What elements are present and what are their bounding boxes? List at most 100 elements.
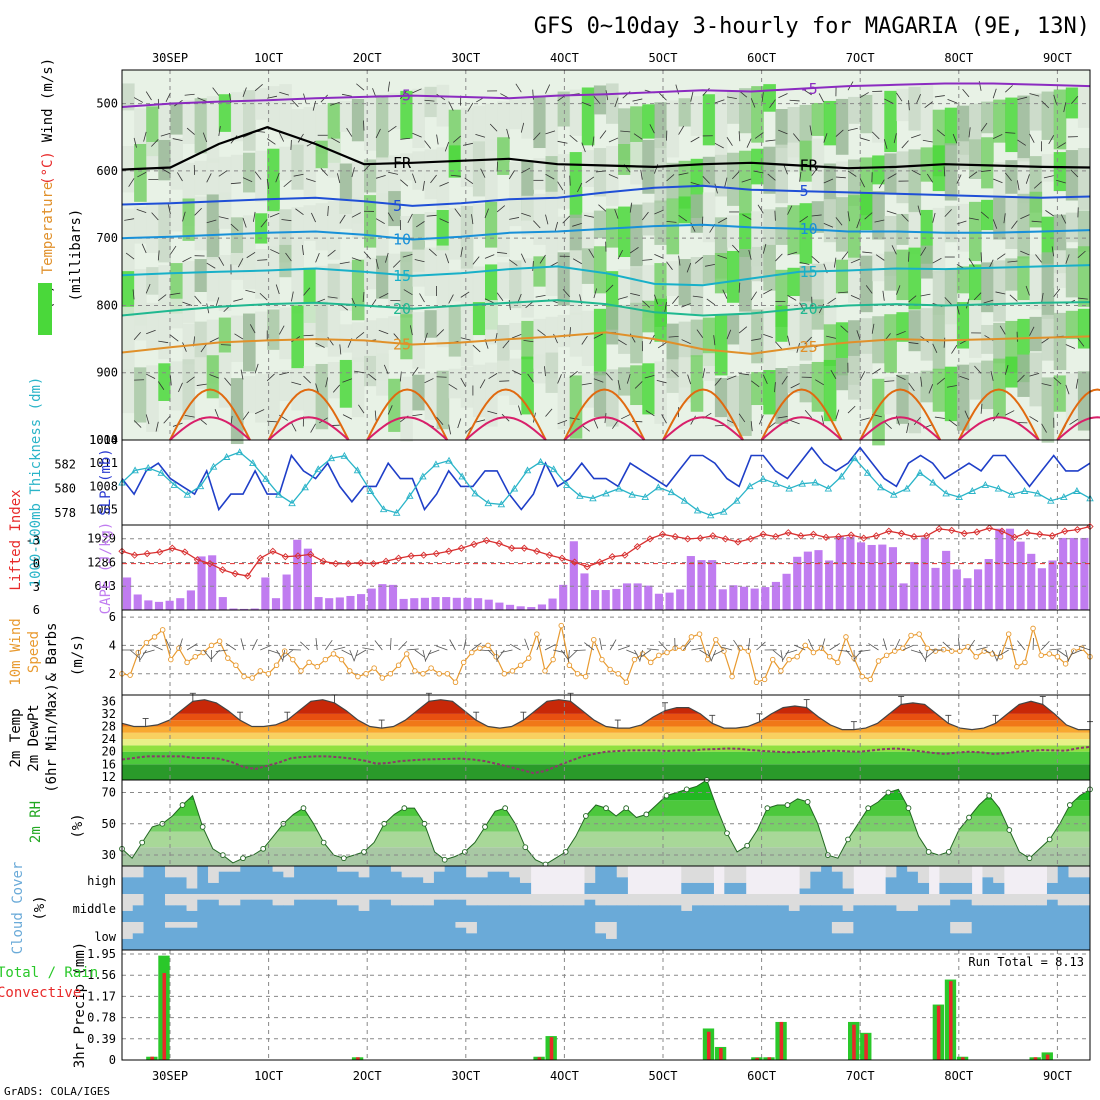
top-date-tick-2OCT: 2OCT xyxy=(353,51,382,65)
wind-barb xyxy=(388,171,399,175)
wind-barb xyxy=(553,333,558,344)
cloud-high-bar xyxy=(982,877,994,894)
wind-barb xyxy=(882,290,885,301)
wind-barb xyxy=(157,381,165,390)
rh-shade-cell xyxy=(787,366,801,393)
rh-shade-cell xyxy=(969,300,982,358)
precip-tick-0.39: 0.39 xyxy=(87,1032,116,1046)
cape-bar xyxy=(601,590,610,610)
cloud-middle-gap xyxy=(810,894,822,906)
lifted-index-marker xyxy=(533,547,541,555)
wind-speed-marker xyxy=(412,668,418,674)
rh-legend-swatch xyxy=(38,283,52,335)
rh-shade-cell xyxy=(206,355,220,399)
surface-wind-barb xyxy=(618,645,630,651)
wind-barb xyxy=(908,382,915,392)
surface-wind-barb xyxy=(957,638,961,651)
rh-shade-cell xyxy=(339,100,353,132)
lifted-index-marker xyxy=(457,544,466,552)
top-date-tick-8OCT: 8OCT xyxy=(944,51,973,65)
rh-marker xyxy=(582,813,589,819)
wind-barb xyxy=(714,142,724,149)
rh-shade-cell xyxy=(956,203,970,252)
rh-shade-cell xyxy=(581,150,595,188)
thickness-marker xyxy=(576,491,584,499)
wind-barb xyxy=(823,133,828,143)
rh-shade-cell xyxy=(787,142,801,173)
wind-speed-marker xyxy=(290,656,296,663)
cloud-low-bar xyxy=(304,922,316,950)
wind-barb xyxy=(339,344,342,355)
top-date-tick-30SEP: 30SEP xyxy=(152,51,188,65)
cloud-high-gap xyxy=(917,866,930,883)
wind-barb xyxy=(424,99,435,102)
cloud-low-bar xyxy=(595,933,607,950)
cloud-low-bar xyxy=(455,927,467,950)
cloud-high-bar xyxy=(251,866,263,894)
wind-speed-marker xyxy=(883,652,890,659)
wind-speed-marker xyxy=(241,673,247,680)
rh-shade-cell xyxy=(400,251,413,318)
lifted-index-marker xyxy=(1010,533,1019,542)
wind-barb xyxy=(738,131,741,142)
hot-contour-35 xyxy=(465,416,547,441)
cloud-middle-gap xyxy=(584,894,596,900)
cloud-units-label: (%) xyxy=(32,895,48,920)
cape-bar xyxy=(505,604,515,610)
wind-speed-marker xyxy=(591,637,597,643)
lifted-index-marker xyxy=(244,572,252,580)
wind-barb xyxy=(593,95,601,105)
wind-barb xyxy=(460,337,471,341)
rh-shade-cell xyxy=(860,94,873,134)
wind-barb xyxy=(311,212,316,223)
wind-barb xyxy=(520,122,525,133)
cloud-low-bar xyxy=(412,922,424,950)
wind-barb xyxy=(499,380,510,382)
surface-wind-barb xyxy=(567,649,570,662)
wind-barb xyxy=(934,416,945,419)
precip-axis-label: 3hr Precip (mm) xyxy=(72,942,88,1068)
wind-barb xyxy=(145,283,151,294)
wind-barb xyxy=(946,385,957,388)
lifted-index-marker xyxy=(508,544,516,552)
cloud-low-bar xyxy=(885,922,897,950)
thickness-marker xyxy=(131,466,139,474)
wind-barb xyxy=(517,405,522,416)
surface-wind-barb xyxy=(203,649,212,660)
wind-barb xyxy=(645,410,655,417)
wind-barb xyxy=(908,100,910,111)
wind-barb xyxy=(956,304,960,315)
cloud-low-bar xyxy=(928,922,940,950)
wind-barb xyxy=(214,409,220,419)
wind-speed-marker xyxy=(1062,661,1069,667)
wind-barb xyxy=(924,101,933,108)
wind-barb xyxy=(850,258,861,264)
wind-barb xyxy=(823,178,834,184)
wind-barb xyxy=(496,161,499,172)
panels: 30SEP 1OCT 2OCT 3OCT 4OCT 5OCT 6OCT 7OCT 8OCT 9OC… xyxy=(0,51,1100,1083)
cloud-middle-gap xyxy=(541,894,553,906)
rh-shade-cell xyxy=(1065,248,1079,298)
wind-barb xyxy=(947,99,958,104)
wind-barb xyxy=(351,167,355,178)
cape-bar xyxy=(1069,537,1078,610)
cape-bar xyxy=(633,583,642,610)
cloud-high-bar xyxy=(304,866,316,894)
rh-shade-cell xyxy=(714,315,728,376)
surface-wind-barb xyxy=(1040,640,1050,651)
rh-shade-cell xyxy=(206,257,220,302)
wind-barb xyxy=(194,207,202,216)
rh-shade-cell xyxy=(509,358,522,406)
rh-shade-cell xyxy=(606,306,619,345)
cloud-high-bar xyxy=(724,882,736,894)
temperature-band xyxy=(122,739,1090,746)
wind-barb xyxy=(303,334,314,337)
rh-shade-cell xyxy=(835,259,849,294)
surface-wind-barb xyxy=(524,638,530,651)
wind-barb xyxy=(886,210,897,215)
rh-shade-cell xyxy=(872,378,885,446)
cloud-middle-bar xyxy=(821,905,833,922)
cloud-middle-bar xyxy=(390,905,403,922)
wind-speed-marker xyxy=(273,662,280,669)
contour-label-right-3: 10 xyxy=(800,220,818,238)
